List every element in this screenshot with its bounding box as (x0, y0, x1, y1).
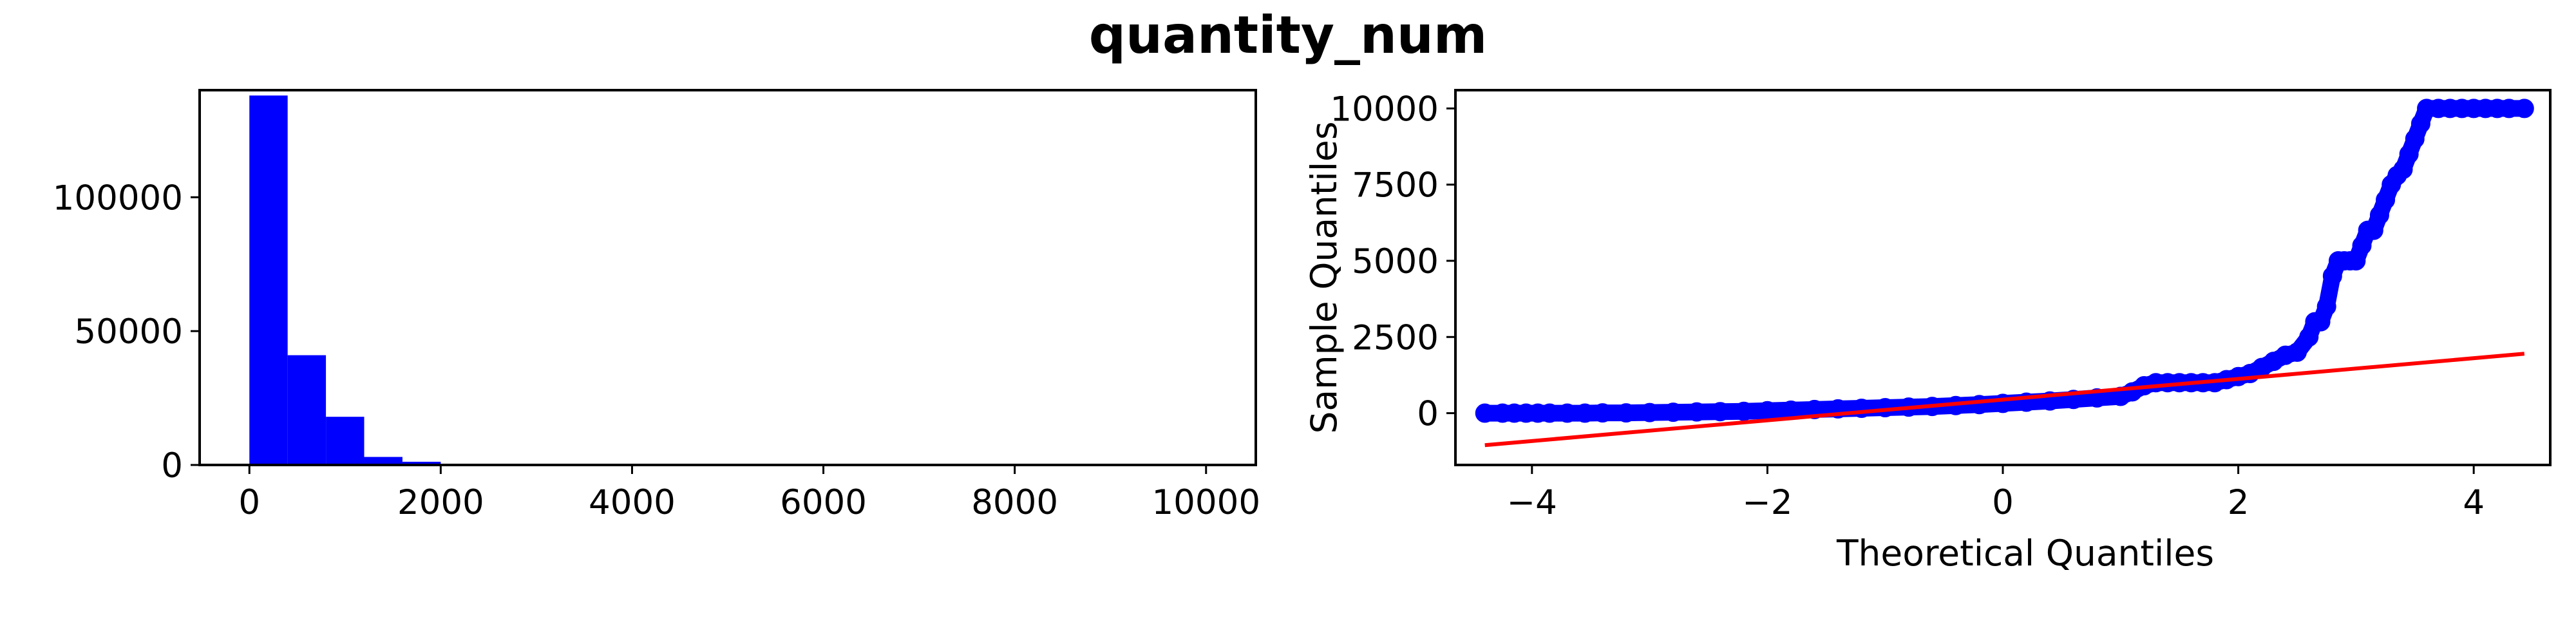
histogram-y-tick-label: 50000 (74, 312, 183, 352)
qq-x-tick-label: 0 (1992, 483, 2014, 522)
qq-point (1504, 403, 1524, 423)
qq-x-ticks: −4 −2 0 2 4 (1507, 465, 2485, 522)
qq-point (2063, 390, 2083, 410)
qq-plot-panel: −4 −2 0 2 4 0 2500 5000 7500 10000 Theoretical Q… (1303, 89, 2552, 574)
histogram-y-ticks: 0 50000 100000 (53, 178, 200, 486)
figure-title: quantity_num (1088, 5, 1488, 65)
qq-point (2358, 220, 2378, 240)
qq-point (1528, 403, 1548, 423)
histogram-x-tick-label: 4000 (589, 483, 676, 522)
histogram-bar (287, 355, 327, 465)
qq-point (2264, 352, 2284, 372)
qq-point (1593, 403, 1613, 423)
qq-point (2040, 391, 2060, 411)
qq-x-tick-label: 4 (2463, 483, 2485, 522)
qq-point (2240, 364, 2260, 384)
qq-point (2514, 99, 2534, 118)
qq-points (1475, 99, 2534, 423)
qq-point (1852, 398, 1871, 418)
qq-reference-line (1484, 352, 2525, 448)
histogram-x-tick-label: 10000 (1151, 483, 1260, 522)
histogram-bar (249, 95, 288, 466)
qq-point (2476, 99, 2496, 118)
qq-point (1616, 403, 1636, 423)
qq-y-tick-label: 10000 (1330, 90, 1439, 129)
qq-point (1969, 395, 1989, 415)
qq-point (1687, 402, 1707, 422)
qq-point (2417, 99, 2437, 118)
qq-y-tick-label: 0 (1417, 395, 1439, 434)
qq-x-tick-label: 2 (2228, 483, 2249, 522)
histogram-bar (364, 457, 402, 465)
histogram-panel: 0 2000 4000 6000 8000 10000 0 50000 100000 (53, 89, 1260, 522)
histogram-x-tick-label: 0 (238, 483, 260, 522)
histogram-y-tick-label: 0 (161, 446, 183, 486)
qq-point (1516, 403, 1536, 423)
qq-point (2452, 99, 2472, 118)
qq-y-tick-label: 2500 (1352, 318, 1439, 357)
histogram-bar (326, 417, 365, 465)
qq-y-ticks: 0 2500 5000 7500 10000 (1330, 90, 1455, 434)
qq-point (2440, 99, 2460, 118)
qq-x-axis-label: Theoretical Quantiles (1836, 533, 2214, 574)
qq-point (2334, 251, 2354, 270)
qq-x-tick-label: −2 (1742, 483, 1792, 522)
qq-point (1993, 393, 2012, 413)
qq-point (1734, 401, 1754, 421)
histogram-x-tick-label: 2000 (397, 483, 484, 522)
histogram-frame (198, 89, 1257, 466)
qq-y-tick-label: 5000 (1352, 242, 1439, 281)
qq-point (2387, 166, 2407, 185)
histogram-x-tick-label: 6000 (780, 483, 867, 522)
qq-point (2487, 99, 2507, 118)
qq-point (2429, 99, 2448, 118)
qq-point (2146, 373, 2166, 393)
qq-point (2287, 342, 2307, 362)
qq-point (2016, 392, 2036, 412)
qq-point (2464, 99, 2484, 118)
qq-point (1663, 402, 1683, 422)
qq-y-axis-label: Sample Quantiles (1303, 121, 1345, 433)
histogram-x-ticks: 0 2000 4000 6000 8000 10000 (238, 465, 1260, 522)
histogram-x-tick-label: 8000 (971, 483, 1058, 522)
qq-point (2305, 312, 2325, 332)
qq-point (2340, 251, 2360, 270)
qq-point (1828, 399, 1848, 419)
qq-y-tick-label: 7500 (1352, 166, 1439, 205)
histogram-y-tick-label: 100000 (53, 178, 183, 218)
qq-point (1710, 402, 1730, 422)
qq-point (1493, 403, 1513, 423)
qq-x-tick-label: −4 (1507, 483, 1557, 522)
qq-point (2499, 99, 2519, 118)
qq-point (2316, 296, 2336, 316)
histogram-bars (249, 95, 1206, 466)
qq-point (2275, 345, 2295, 365)
histogram-bar (402, 462, 441, 465)
qq-point (2123, 382, 2143, 402)
qq-point (1640, 402, 1660, 422)
